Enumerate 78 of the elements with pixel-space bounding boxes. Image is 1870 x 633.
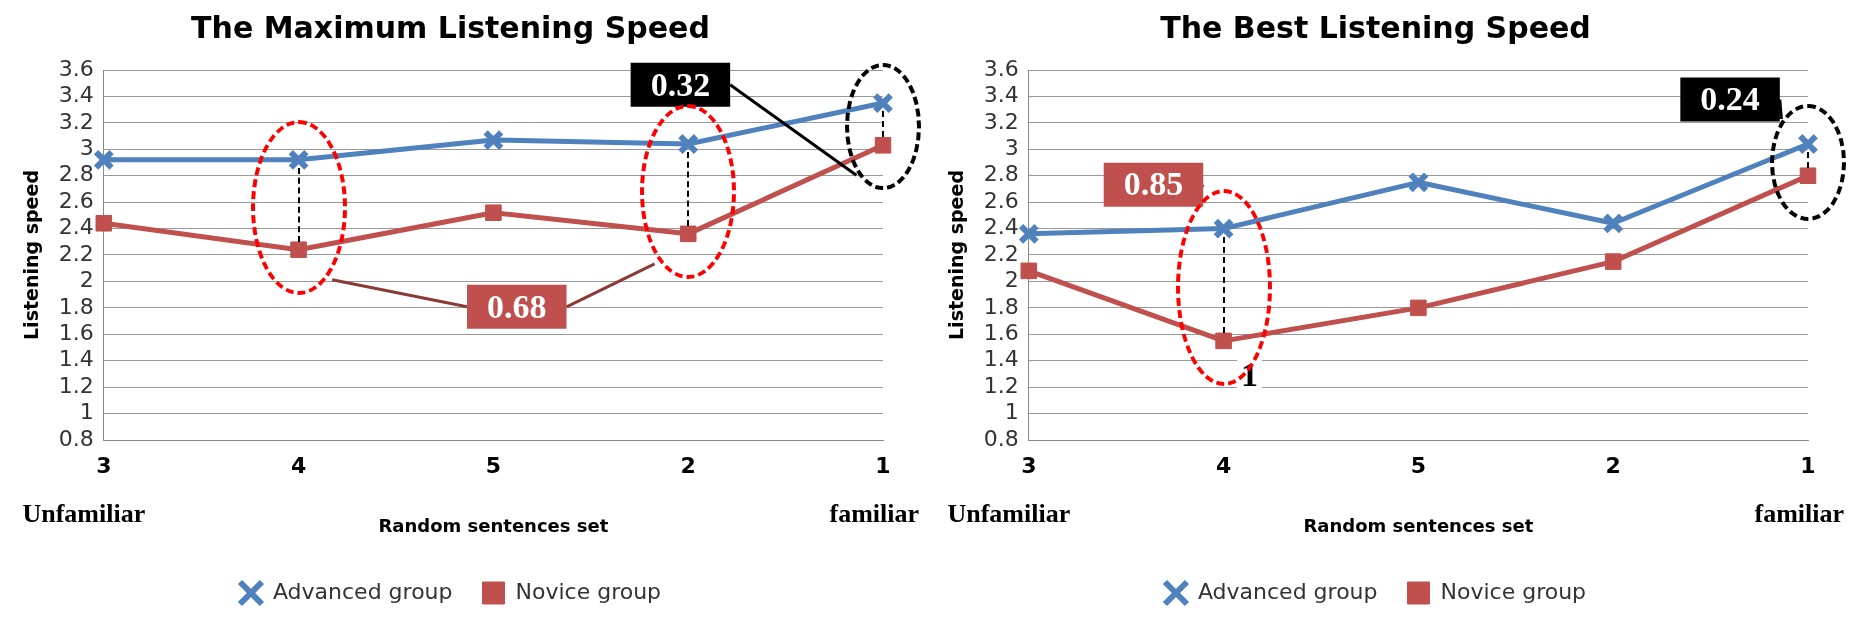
- point: [482, 129, 505, 151]
- point: [93, 149, 115, 171]
- point: [485, 204, 502, 221]
- y-axis-title: Listening speed: [20, 170, 43, 340]
- x-tick-label: 4: [290, 452, 307, 478]
- point: [1215, 332, 1232, 350]
- y-tick-label: 3.6: [983, 55, 1019, 81]
- point: [679, 225, 697, 243]
- x-tick-label: 3: [96, 452, 112, 478]
- point: [1797, 133, 1819, 155]
- y-tick-label: 2: [79, 267, 94, 293]
- x-tick-label: 5: [485, 452, 502, 478]
- chart-title: The Maximum Listening Speed: [191, 9, 710, 45]
- y-tick-label: 3: [79, 135, 94, 160]
- point: [1602, 212, 1624, 235]
- legend-label: Advanced group: [272, 578, 453, 604]
- point: [677, 133, 699, 155]
- x-tick-label: 4: [1215, 452, 1232, 478]
- point: [1410, 299, 1427, 317]
- y-tick-label: 1.6: [983, 320, 1019, 345]
- annotation: 0.32: [650, 65, 711, 103]
- x-tick-label: 1: [875, 452, 891, 478]
- annotation: 0.85: [1123, 165, 1184, 203]
- y-tick-label: 3.6: [58, 55, 94, 81]
- y-tick-label: 2.6: [983, 187, 1019, 213]
- y-tick-label: 0.8: [58, 425, 94, 451]
- point: [1407, 171, 1430, 194]
- y-tick-label: 2.2: [58, 240, 94, 266]
- legend-label: Novice group: [1440, 578, 1587, 604]
- y-tick-label: 2.4: [58, 214, 94, 240]
- point: [287, 149, 310, 171]
- legend-label: Novice group: [515, 578, 662, 604]
- x-axis-title: Random sentences set: [1303, 514, 1534, 536]
- y-tick-label: 3: [1004, 135, 1019, 160]
- y-tick-label: 3.2: [58, 108, 94, 134]
- y-tick-label: 2.2: [983, 240, 1019, 266]
- text: Unfamiliar: [22, 498, 146, 528]
- y-tick-label: 1: [1004, 399, 1019, 425]
- x-tick-label: 2: [1605, 452, 1621, 478]
- y-tick-label: 3.2: [983, 108, 1019, 134]
- point: [95, 215, 113, 232]
- x-axis-title: Random sentences set: [378, 514, 609, 536]
- point: [1799, 167, 1817, 184]
- y-tick-label: 2.6: [58, 187, 94, 213]
- text: familiar: [829, 498, 919, 528]
- annotation: 0.68: [487, 287, 547, 325]
- y-tick-label: 2.8: [983, 161, 1019, 187]
- y-tick-label: 1.8: [58, 293, 94, 319]
- y-tick-label: 1: [79, 399, 94, 425]
- y-axis-title: Listening speed: [945, 170, 968, 340]
- point: [1212, 217, 1235, 240]
- y-tick-label: 1.2: [58, 372, 94, 398]
- annotation: 0.24: [1700, 80, 1760, 118]
- x-tick-label: 3: [1021, 452, 1037, 478]
- point: [290, 241, 307, 258]
- point: [1604, 253, 1622, 270]
- text: familiar: [1754, 498, 1844, 528]
- chart-title: The Best Listening Speed: [1160, 9, 1591, 45]
- text: Unfamiliar: [947, 498, 1071, 528]
- y-tick-label: 1.4: [58, 346, 94, 372]
- y-tick-label: 2: [1004, 267, 1019, 293]
- y-tick-label: 3.4: [983, 82, 1019, 108]
- x-tick-label: 1: [1800, 452, 1816, 478]
- y-tick-label: 1.6: [58, 320, 94, 345]
- y-tick-label: 2.8: [58, 161, 94, 187]
- y-tick-label: 1.4: [983, 346, 1019, 372]
- y-tick-label: 1.8: [983, 293, 1019, 319]
- y-tick-label: 0.8: [983, 425, 1019, 451]
- y-tick-label: 1.2: [983, 372, 1019, 398]
- legend-label: Advanced group: [1197, 578, 1378, 604]
- point: [872, 92, 894, 114]
- x-tick-label: 2: [680, 452, 696, 478]
- point: [874, 137, 892, 154]
- y-tick-label: 3.4: [58, 82, 94, 108]
- point: [1018, 223, 1040, 245]
- y-tick-label: 2.4: [983, 214, 1019, 240]
- point: [1020, 262, 1038, 280]
- x-tick-label: 5: [1410, 452, 1427, 478]
